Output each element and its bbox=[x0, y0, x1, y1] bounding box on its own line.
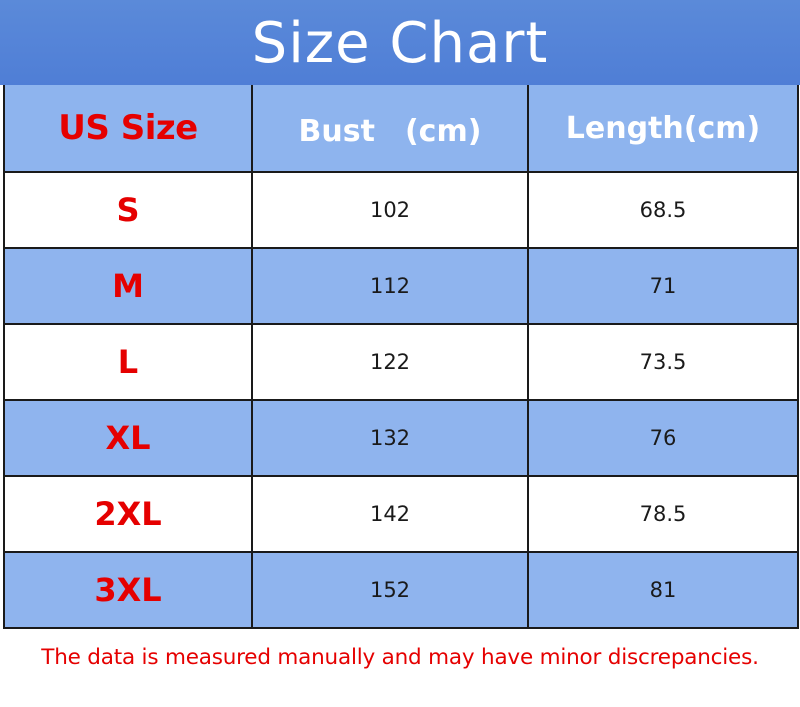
size-cell: XL bbox=[5, 401, 253, 475]
header-cell-size: US Size bbox=[5, 85, 253, 171]
header-size-label: US Size bbox=[58, 108, 198, 148]
table-row: L 122 73.5 bbox=[5, 325, 797, 401]
length-cell: 81 bbox=[529, 553, 797, 627]
header-cell-length: Length(cm) bbox=[529, 85, 797, 171]
bust-value: 122 bbox=[369, 350, 411, 374]
size-value: M bbox=[112, 267, 144, 305]
table-row: S 102 68.5 bbox=[5, 173, 797, 249]
table-row: XL 132 76 bbox=[5, 401, 797, 477]
length-value: 71 bbox=[649, 274, 677, 298]
bust-value: 102 bbox=[369, 198, 411, 222]
length-value: 81 bbox=[649, 578, 677, 602]
table-header-row: US Size Bust (cm) Length(cm) bbox=[5, 85, 797, 173]
header-length-label: Length(cm) bbox=[565, 110, 761, 146]
length-cell: 71 bbox=[529, 249, 797, 323]
size-value: 2XL bbox=[94, 495, 162, 533]
length-cell: 68.5 bbox=[529, 173, 797, 247]
size-value: S bbox=[116, 191, 140, 229]
size-cell: L bbox=[5, 325, 253, 399]
bust-value: 142 bbox=[369, 502, 411, 526]
table-row: 3XL 152 81 bbox=[5, 553, 797, 629]
table-row: M 112 71 bbox=[5, 249, 797, 325]
measurement-disclaimer: The data is measured manually and may ha… bbox=[41, 645, 759, 670]
length-cell: 73.5 bbox=[529, 325, 797, 399]
bust-cell: 112 bbox=[253, 249, 529, 323]
table-row: 2XL 142 78.5 bbox=[5, 477, 797, 553]
size-cell: 2XL bbox=[5, 477, 253, 551]
size-cell: S bbox=[5, 173, 253, 247]
length-cell: 78.5 bbox=[529, 477, 797, 551]
size-value: XL bbox=[105, 419, 151, 457]
size-table: US Size Bust (cm) Length(cm) S 102 68.5 … bbox=[3, 85, 799, 629]
bust-value: 112 bbox=[369, 274, 411, 298]
length-cell: 76 bbox=[529, 401, 797, 475]
size-value: L bbox=[117, 343, 139, 381]
size-value: 3XL bbox=[94, 571, 162, 609]
page-title: Size Chart bbox=[251, 10, 549, 76]
bust-value: 152 bbox=[369, 578, 411, 602]
bust-cell: 142 bbox=[253, 477, 529, 551]
header-cell-bust: Bust (cm) bbox=[253, 85, 529, 171]
title-banner: Size Chart bbox=[0, 0, 800, 85]
bust-value: 132 bbox=[369, 426, 411, 450]
bust-cell: 122 bbox=[253, 325, 529, 399]
size-cell: 3XL bbox=[5, 553, 253, 627]
length-value: 76 bbox=[649, 426, 677, 450]
length-value: 73.5 bbox=[639, 350, 687, 374]
bust-cell: 132 bbox=[253, 401, 529, 475]
bust-cell: 102 bbox=[253, 173, 529, 247]
size-cell: M bbox=[5, 249, 253, 323]
header-bust-label: Bust (cm) bbox=[298, 114, 482, 149]
length-value: 78.5 bbox=[639, 502, 687, 526]
bust-cell: 152 bbox=[253, 553, 529, 627]
length-value: 68.5 bbox=[639, 198, 687, 222]
